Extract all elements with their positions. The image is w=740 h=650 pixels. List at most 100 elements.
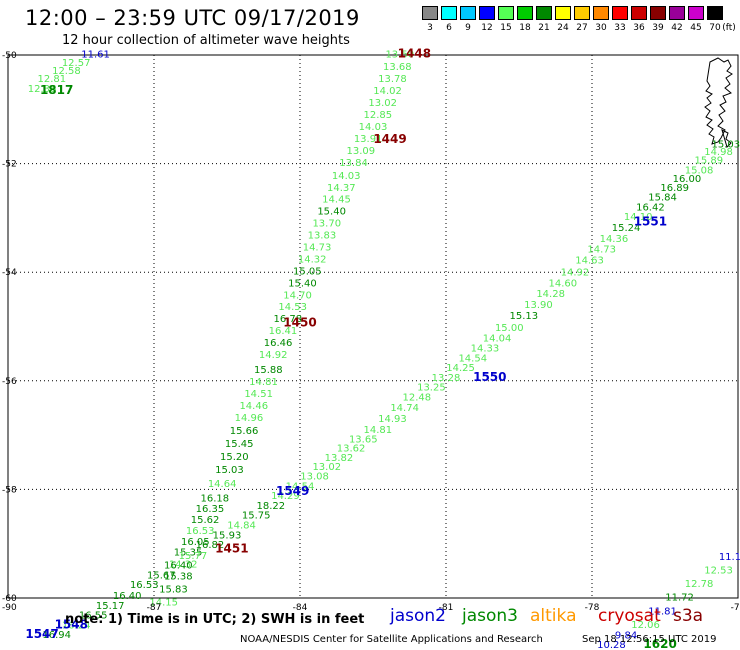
wave-height-value: 14.36 <box>600 234 629 245</box>
colorbar-swatch <box>498 6 514 20</box>
wave-height-value: 16.53 <box>130 580 159 591</box>
wave-height-value: 16.00 <box>673 174 702 185</box>
wave-height-value: 16.05 <box>181 537 210 548</box>
wave-height-value: 12.58 <box>52 66 81 77</box>
wave-height-value: 16.18 <box>201 493 230 504</box>
wave-height-value: 14.29 <box>271 491 300 502</box>
colorbar-swatch <box>422 6 438 20</box>
wave-height-value: 13.09 <box>347 146 376 157</box>
lat-tick-label: -52 <box>2 160 17 170</box>
colorbar-unit: (ft) <box>722 23 736 33</box>
wave-height-value: 14.70 <box>283 290 312 301</box>
colorbar-label: 33 <box>614 23 626 33</box>
wave-height-value: 9.84 <box>615 631 637 642</box>
wave-height-value: 16.53 <box>186 526 215 537</box>
wave-height-value: 11.14 <box>719 552 740 563</box>
colorbar-label: 21 <box>538 23 550 33</box>
colorbar-label: 9 <box>465 23 471 33</box>
lat-tick-label: -54 <box>2 268 17 278</box>
lat-tick-label: -60 <box>2 594 17 604</box>
wave-height-value: 16.55 <box>79 611 108 622</box>
wave-height-value: 13.84 <box>339 158 368 169</box>
wave-height-value: 15.77 <box>179 551 208 562</box>
wave-height-value: 14.54 <box>458 353 487 364</box>
wave-height-value: 14.51 <box>244 389 273 400</box>
wave-height-value: 14.37 <box>327 183 356 194</box>
wave-height-value: 14.93 <box>378 414 407 425</box>
wave-height-value: 15.20 <box>220 452 249 463</box>
wave-height-value: 14.25 <box>446 363 475 374</box>
wave-height-value: 13.02 <box>368 98 397 109</box>
wave-height-value: 10.28 <box>597 640 626 650</box>
wave-height-value: 13.62 <box>337 443 366 454</box>
wave-height-value: 11.81 <box>648 606 677 617</box>
wave-height-value: 15.83 <box>159 585 188 596</box>
credit-line: NOAA/NESDIS Center for Satellite Applica… <box>240 634 543 645</box>
wave-height-value: 14.60 <box>548 278 577 289</box>
wave-height-value: 16.89 <box>660 183 689 194</box>
wave-height-value: 15.84 <box>648 193 677 204</box>
colorbar-swatch <box>612 6 628 20</box>
colorbar-label: 15 <box>500 23 512 33</box>
lon-tick-label: -84 <box>293 603 308 613</box>
wave-height-value: 14.92 <box>561 267 590 278</box>
wave-height-value: 15.03 <box>215 465 244 476</box>
wave-height-value: 12.85 <box>364 110 393 121</box>
legend-cryosat: cryosat <box>598 606 661 626</box>
wave-height-value: 13.82 <box>325 453 354 464</box>
colorbar-swatch <box>650 6 666 20</box>
wave-height-value: 15.38 <box>164 572 193 583</box>
wave-height-value: 14.46 <box>239 401 268 412</box>
wave-height-value: 14.96 <box>235 413 264 424</box>
wave-height-value: 15.75 <box>242 511 271 522</box>
pass-time-label: 1449 <box>373 132 406 146</box>
map-frame <box>7 54 739 599</box>
colorbar-swatch <box>669 6 685 20</box>
page-title: 12:00 – 23:59 UTC 09/17/2019 <box>25 6 360 30</box>
wave-height-value: 15.62 <box>191 515 220 526</box>
wave-height-value: 12.48 <box>402 392 431 403</box>
colorbar-label: 39 <box>652 23 664 33</box>
wave-height-value: 16.78 <box>274 314 303 325</box>
wave-height-value: 16.40 <box>164 561 193 572</box>
wave-height-value: 16.82 <box>196 540 225 551</box>
pass-time-label: 1547 <box>25 627 58 641</box>
wave-height-value: 13.08 <box>300 472 329 483</box>
wave-height-value: 15.00 <box>495 323 524 334</box>
colorbar-swatch <box>631 6 647 20</box>
wave-height-value: 13.90 <box>524 300 553 311</box>
colorbar-swatch <box>536 6 552 20</box>
wave-height-value: 12.78 <box>685 579 714 590</box>
lon-tick-label: -78 <box>585 603 600 613</box>
wave-height-value: 12.81 <box>37 74 66 85</box>
track-B: 13.5013.6813.7814.0213.0212.8514.0313.91… <box>149 50 414 609</box>
wave-height-value: 14.81 <box>249 377 278 388</box>
colorbar-label: 36 <box>633 23 645 33</box>
wave-height-value: 16.40 <box>113 591 142 602</box>
colorbar-swatch <box>688 6 704 20</box>
colorbar-label: 70 <box>709 23 721 33</box>
axis-tick-labels: -87 -84 -81 -78 -75 -90 -50 -52 -54 -56 -58 -60 <box>2 51 740 613</box>
wave-height-value: 13.02 <box>312 462 341 473</box>
wave-height-value: 12.36 <box>28 84 57 95</box>
wave-height-value: 15.67 <box>147 570 176 581</box>
wave-height-value: 14.03 <box>332 171 361 182</box>
colorbar-label: 30 <box>595 23 607 33</box>
colorbar-swatch <box>460 6 476 20</box>
wave-height-value: 13.70 <box>312 219 341 230</box>
pass-time-label: 1620 <box>643 637 676 650</box>
lat-tick-label: -56 <box>2 377 17 387</box>
wave-height-value: 13.65 <box>349 435 378 446</box>
pass-time-label: 1551 <box>634 215 667 229</box>
wave-height-value: 13.50 <box>385 50 414 61</box>
colorbar-swatch <box>574 6 590 20</box>
wave-height-value: 14.64 <box>208 479 237 490</box>
wave-height-value: 15.40 <box>288 278 317 289</box>
wave-height-value: 15.17 <box>96 601 125 612</box>
wave-height-value: 14.45 <box>322 195 351 206</box>
wave-height-value: 15.13 <box>510 311 539 322</box>
colorbar-label: 3 <box>427 23 433 33</box>
wave-height-value: 15.88 <box>254 365 283 376</box>
wave-height-value: 16.94 <box>42 630 71 641</box>
